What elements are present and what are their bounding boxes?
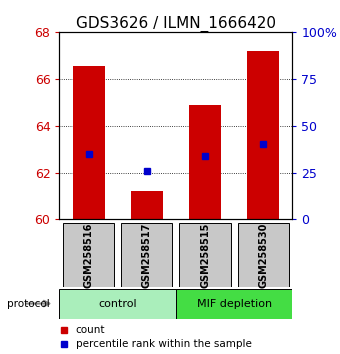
Bar: [63, 223, 114, 287]
Bar: [176, 289, 292, 319]
Text: GSM258515: GSM258515: [200, 222, 210, 287]
Text: MIF depletion: MIF depletion: [197, 298, 272, 309]
Text: count: count: [76, 325, 105, 335]
Text: protocol: protocol: [7, 298, 50, 309]
Bar: [131, 191, 163, 219]
Text: percentile rank within the sample: percentile rank within the sample: [76, 339, 252, 349]
Text: GSM258517: GSM258517: [142, 222, 152, 287]
Bar: [189, 104, 221, 219]
Bar: [59, 289, 176, 319]
Bar: [238, 223, 289, 287]
Bar: [247, 51, 279, 219]
Bar: [121, 223, 172, 287]
Bar: [73, 66, 105, 219]
Bar: [180, 223, 231, 287]
Text: control: control: [98, 298, 137, 309]
Title: GDS3626 / ILMN_1666420: GDS3626 / ILMN_1666420: [76, 16, 276, 32]
Text: GSM258516: GSM258516: [84, 222, 94, 287]
Text: GSM258530: GSM258530: [258, 222, 268, 287]
